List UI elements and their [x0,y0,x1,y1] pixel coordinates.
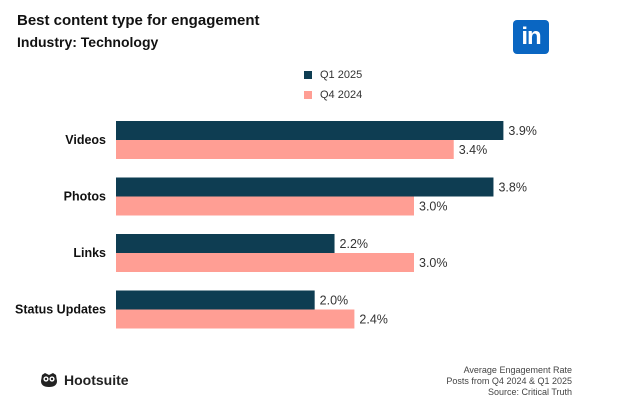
bar-photos-q1-2025 [116,177,494,197]
linkedin-icon: in [513,20,549,54]
data-label-links-q4-2024: 3.0% [419,256,448,270]
footer-notes: Average Engagement Rate Posts from Q4 20… [446,365,572,398]
legend-item-q4-2024: Q4 2024 [304,85,362,105]
data-label-status-updates-q1-2025: 2.0% [320,294,349,308]
bar-status-updates-q4-2024 [116,309,355,329]
bar-status-updates-q1-2025 [116,290,315,310]
chart-title: Best content type for engagement [17,12,260,29]
hootsuite-logo: Hootsuite [40,372,129,388]
owl-icon [41,373,57,387]
data-label-videos-q1-2025: 3.9% [508,124,537,138]
bar-links-q4-2024 [116,253,414,272]
chart-subtitle: Industry: Technology [17,34,159,50]
note-metric: Average Engagement Rate [463,365,572,375]
bar-videos-q4-2024 [116,140,454,159]
legend-swatch-q4-2024 [304,91,312,99]
bar-links-q1-2025 [116,234,335,253]
bar-photos-q4-2024 [116,196,414,216]
data-label-photos-q1-2025: 3.8% [498,181,527,195]
legend-item-q1-2025: Q1 2025 [304,65,362,85]
note-source: Source: Critical Truth [487,387,572,397]
data-label-videos-q4-2024: 3.4% [459,143,488,157]
legend: Q1 2025 Q4 2024 [304,65,362,105]
category-label-status-updates: Status Updates [15,303,106,317]
category-label-links: Links [73,246,106,260]
category-label-videos: Videos [65,133,106,147]
data-label-photos-q4-2024: 3.0% [419,200,448,214]
legend-label-q1-2025: Q1 2025 [320,69,363,81]
data-label-links-q1-2025: 2.2% [340,237,369,251]
bar-videos-q1-2025 [116,121,504,140]
note-period: Posts from Q4 2024 & Q1 2025 [446,376,572,386]
data-label-status-updates-q4-2024: 2.4% [359,313,388,327]
bar-chart: Videos 3.9% 3.4% Photos 3.8% 3.0% Links 2.2% 3.0… [15,121,537,329]
legend-swatch-q1-2025 [304,71,312,79]
category-label-photos: Photos [64,190,106,204]
hootsuite-wordmark: Hootsuite [64,372,129,388]
legend-label-q4-2024: Q4 2024 [320,89,363,101]
